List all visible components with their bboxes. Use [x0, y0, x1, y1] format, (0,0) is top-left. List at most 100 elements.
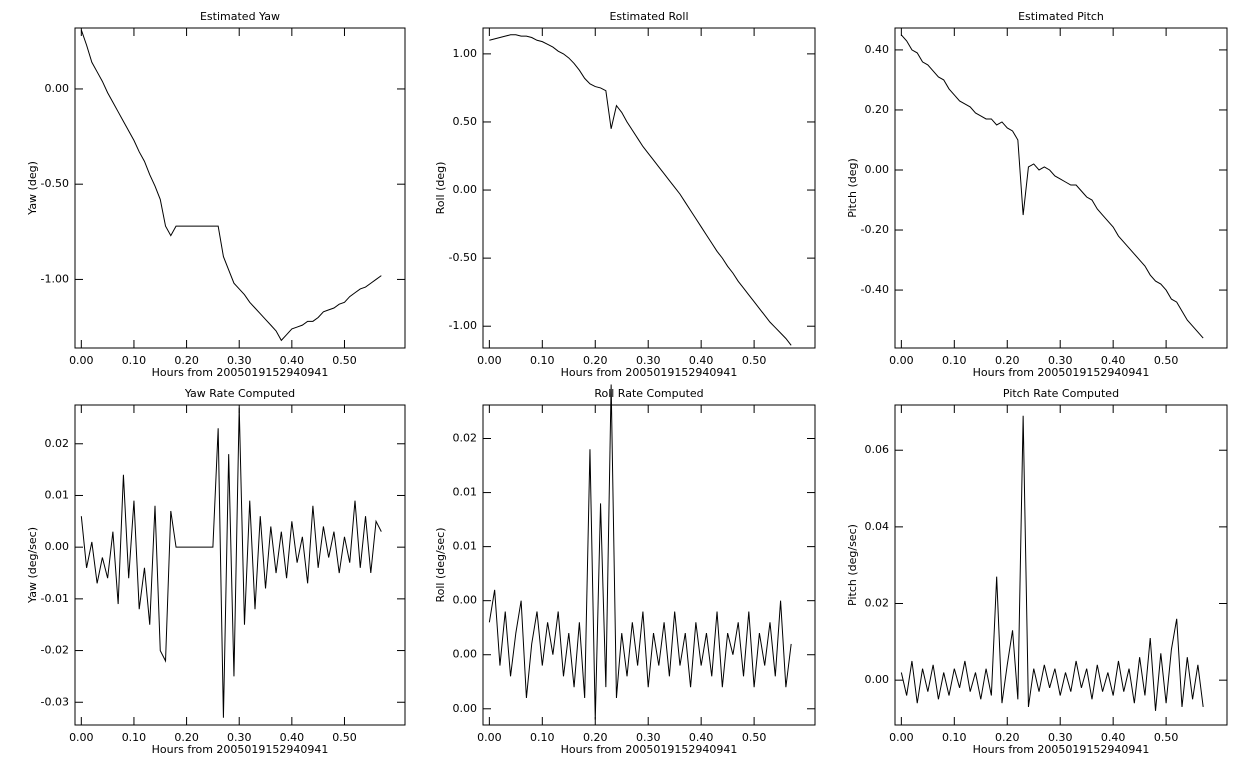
y-tick-label: 0.00: [453, 702, 478, 715]
subplot: Estimated Yaw Hours from 2005019152940941…: [26, 10, 406, 379]
y-tick-label: 0.01: [453, 486, 478, 499]
plot-frame: [894, 404, 1228, 726]
x-tick-label: 0.20: [583, 354, 608, 367]
x-tick-label: 0.00: [477, 731, 502, 744]
y-axis-label: Pitch (deg): [846, 158, 859, 218]
x-tick-label: 0.20: [995, 354, 1020, 367]
data-line: [489, 34, 792, 346]
x-tick-label: 0.40: [1101, 731, 1126, 744]
y-tick-label: 0.00: [453, 183, 478, 196]
subplot: Pitch Rate Computed Hours from 2005019152…: [846, 387, 1228, 756]
y-tick-label: 0.04: [865, 520, 890, 533]
y-tick-label: 0.06: [865, 443, 890, 456]
x-tick-label: 0.00: [69, 354, 94, 367]
x-tick-label: 0.10: [942, 354, 967, 367]
data-line: [900, 34, 1204, 339]
y-tick-label: 0.00: [45, 82, 70, 95]
x-tick-label: 0.30: [227, 354, 252, 367]
y-axis-label: Yaw (deg/sec): [26, 527, 39, 604]
x-tick-label: 0.50: [332, 354, 357, 367]
x-tick-label: 0.10: [942, 731, 967, 744]
plot-frame: [894, 27, 1228, 349]
y-tick-label: -0.01: [41, 592, 69, 605]
y-tick-label: 0.01: [45, 488, 70, 501]
y-tick-label: -1.00: [449, 319, 477, 332]
y-tick-label: 0.20: [865, 103, 890, 116]
y-tick-label: -0.03: [41, 695, 69, 708]
y-tick-label: -0.20: [861, 223, 889, 236]
x-tick-label: 0.30: [1048, 354, 1073, 367]
x-axis-label: Hours from 2005019152940941: [561, 743, 738, 756]
y-tick-label: 0.02: [45, 437, 70, 450]
x-tick-label: 0.10: [122, 354, 147, 367]
y-tick-label: 0.02: [453, 432, 478, 445]
x-tick-label: 0.20: [174, 354, 199, 367]
x-tick-label: 0.40: [280, 354, 305, 367]
x-tick-label: 0.50: [742, 354, 767, 367]
x-tick-label: 0.20: [174, 731, 199, 744]
x-tick-label: 0.40: [689, 354, 714, 367]
y-tick-label: 0.01: [453, 540, 478, 553]
x-tick-label: 0.30: [1048, 731, 1073, 744]
y-axis-label: Pitch (deg/sec): [846, 524, 859, 606]
x-tick-label: 0.10: [530, 354, 555, 367]
y-axis-label: Yaw (deg): [26, 161, 39, 216]
x-tick-label: 0.30: [227, 731, 252, 744]
data-line: [488, 384, 792, 720]
subplot-title: Estimated Roll: [609, 10, 688, 23]
y-tick-label: -0.50: [449, 251, 477, 264]
y-tick-label: 1.00: [453, 47, 478, 60]
x-tick-label: 0.40: [1101, 354, 1126, 367]
subplot-title: Estimated Pitch: [1018, 10, 1104, 23]
x-tick-label: 0.10: [530, 731, 555, 744]
y-tick-label: 0.40: [865, 43, 890, 56]
plot-frame: [482, 27, 816, 349]
x-axis-label: Hours from 2005019152940941: [152, 743, 329, 756]
x-tick-label: 0.30: [636, 731, 661, 744]
subplot-title: Estimated Yaw: [200, 10, 280, 23]
x-tick-label: 0.20: [995, 731, 1020, 744]
data-line: [80, 407, 382, 718]
y-tick-label: 0.00: [453, 594, 478, 607]
x-tick-label: 0.30: [636, 354, 661, 367]
x-tick-label: 0.50: [1154, 354, 1179, 367]
y-tick-label: 0.00: [865, 163, 890, 176]
subplot-title: Pitch Rate Computed: [1003, 387, 1119, 400]
x-tick-label: 0.50: [1154, 731, 1179, 744]
plot-frame: [74, 404, 406, 726]
x-tick-label: 0.00: [477, 354, 502, 367]
x-axis-label: Hours from 2005019152940941: [973, 366, 1150, 379]
plot-frame: [482, 404, 816, 726]
y-tick-label: 0.02: [865, 597, 890, 610]
y-tick-label: -1.00: [41, 272, 69, 285]
y-tick-label: -0.02: [41, 644, 69, 657]
x-axis-label: Hours from 2005019152940941: [561, 366, 738, 379]
y-tick-label: -0.50: [41, 177, 69, 190]
y-tick-label: 0.00: [453, 648, 478, 661]
x-axis-label: Hours from 2005019152940941: [973, 743, 1150, 756]
y-axis-label: Roll (deg): [434, 162, 447, 215]
subplot-title: Yaw Rate Computed: [184, 387, 295, 400]
y-axis-label: Roll (deg/sec): [434, 527, 447, 602]
data-line: [80, 29, 382, 342]
y-tick-label: 0.00: [865, 673, 890, 686]
plot-frame: [74, 27, 406, 349]
x-tick-label: 0.20: [583, 731, 608, 744]
y-tick-label: 0.50: [453, 115, 478, 128]
x-tick-label: 0.40: [689, 731, 714, 744]
x-tick-label: 0.00: [889, 354, 914, 367]
x-tick-label: 0.00: [889, 731, 914, 744]
y-tick-label: -0.40: [861, 283, 889, 296]
x-tick-label: 0.40: [280, 731, 305, 744]
y-tick-label: 0.00: [45, 540, 70, 553]
x-tick-label: 0.50: [332, 731, 357, 744]
subplot-title: Roll Rate Computed: [594, 387, 703, 400]
x-tick-label: 0.00: [69, 731, 94, 744]
x-tick-label: 0.50: [742, 731, 767, 744]
subplot: Estimated Pitch Hours from 20050191529409…: [846, 10, 1228, 379]
subplot: Yaw Rate Computed Hours from 200501915294…: [26, 387, 406, 756]
x-tick-label: 0.10: [122, 731, 147, 744]
data-line: [900, 415, 1204, 711]
x-axis-label: Hours from 2005019152940941: [152, 366, 329, 379]
